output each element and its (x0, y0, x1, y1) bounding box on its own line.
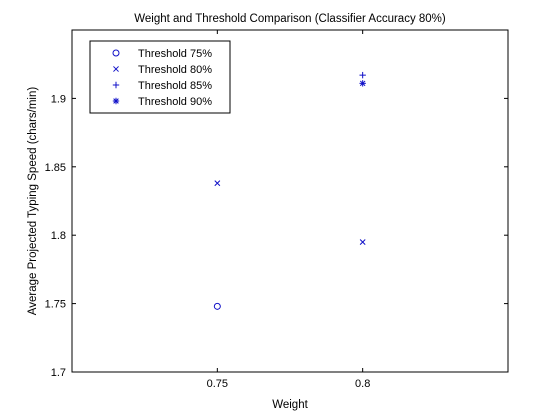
legend-plus-marker (112, 81, 120, 89)
x-tick-label: 0.75 (207, 378, 228, 390)
x-axis-label: Weight (272, 399, 308, 411)
data-point-circle-marker (213, 302, 221, 310)
data-markers (213, 71, 366, 310)
legend-circle-marker (112, 49, 120, 57)
chart-title: Weight and Threshold Comparison (Classif… (134, 13, 446, 25)
legend-entry-label: Threshold 80% (138, 64, 212, 76)
y-tick-label: 1.85 (45, 162, 66, 174)
y-tick-label: 1.75 (45, 299, 66, 311)
legend-entry-label: Threshold 75% (138, 48, 212, 60)
y-axis-label: Average Projected Typing Speed (chars/mi… (27, 87, 39, 316)
legend-entry-label: Threshold 90% (138, 96, 212, 108)
x-tick-label: 0.8 (355, 378, 370, 390)
y-tick-label: 1.8 (51, 230, 66, 242)
y-tick-label: 1.9 (51, 93, 66, 105)
legend-entry-label: Threshold 85% (138, 80, 212, 92)
data-point-x-marker (359, 239, 366, 245)
data-point-x-marker (214, 180, 221, 187)
data-point-star-marker (359, 80, 366, 87)
tick-labels: 0.75 0.8 1.7 1.75 1.8 1.85 1.9 (45, 93, 371, 390)
legend-star-marker (112, 97, 120, 105)
axis-ticks (72, 30, 508, 373)
legend-x-marker (113, 66, 119, 72)
legend: Threshold 75% Threshold 80% Threshold 85% T… (89, 40, 231, 114)
y-tick-label: 1.7 (51, 367, 66, 379)
data-point-plus-marker (359, 71, 366, 79)
